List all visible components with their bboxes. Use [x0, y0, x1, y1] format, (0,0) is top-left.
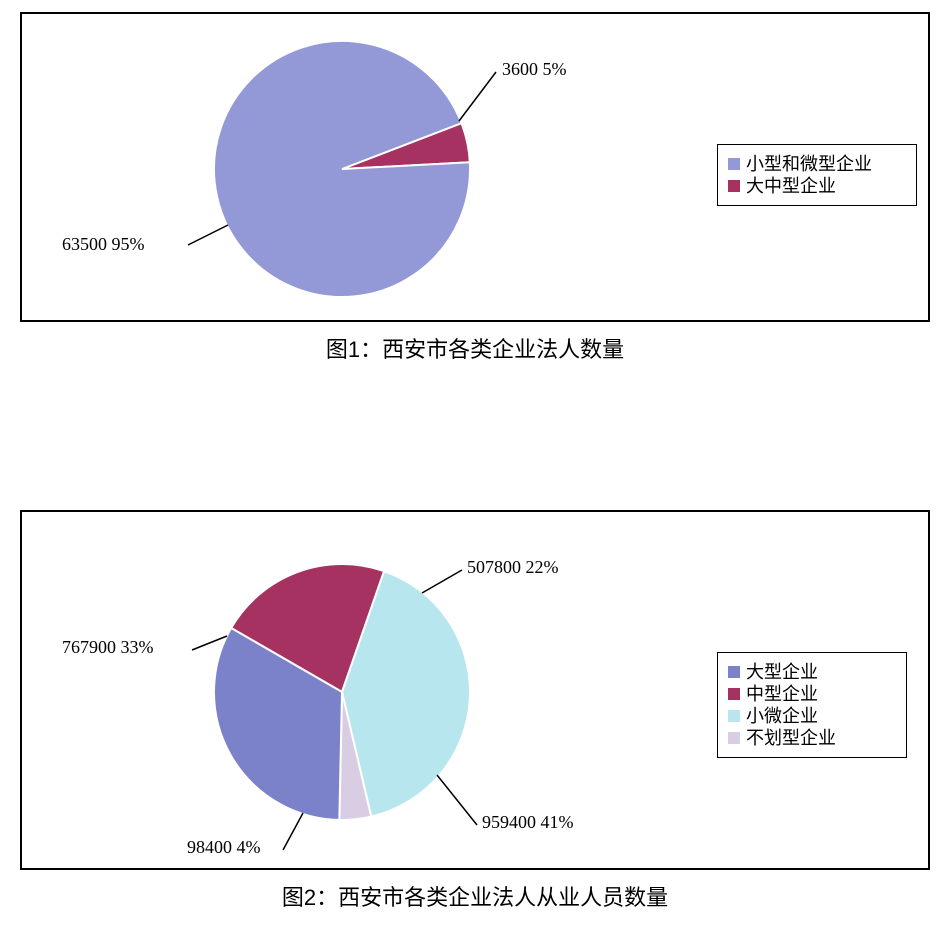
legend-swatch	[728, 666, 740, 678]
legend-label: 大型企业	[746, 661, 818, 683]
pie-slice	[214, 41, 470, 297]
legend-swatch	[728, 710, 740, 722]
legend-swatch	[728, 732, 740, 744]
data-label: 98400 4%	[187, 837, 261, 858]
legend-item: 大型企业	[728, 661, 894, 683]
data-label: 959400 41%	[482, 812, 574, 833]
chart2-panel: 767900 33% 507800 22% 959400 41% 98400 4% 大…	[20, 510, 930, 870]
legend-label: 不划型企业	[746, 727, 836, 749]
legend-item: 中型企业	[728, 683, 894, 705]
chart1-legend: 小型和微型企业大中型企业	[717, 144, 917, 206]
legend-item: 大中型企业	[728, 175, 904, 197]
legend-item: 小微企业	[728, 705, 894, 727]
legend-item: 不划型企业	[728, 727, 894, 749]
data-label: 767900 33%	[62, 637, 154, 658]
chart2-legend: 大型企业中型企业小微企业不划型企业	[717, 652, 907, 758]
legend-label: 小微企业	[746, 705, 818, 727]
chart1-body: 63500 95% 3600 5% 小型和微型企业大中型企业	[22, 14, 928, 320]
legend-swatch	[728, 180, 740, 192]
chart2-body: 767900 33% 507800 22% 959400 41% 98400 4% 大…	[22, 512, 928, 868]
legend-swatch	[728, 158, 740, 170]
page: 63500 95% 3600 5% 小型和微型企业大中型企业 图1：西安市各类企业…	[0, 0, 950, 950]
legend-swatch	[728, 688, 740, 700]
data-label: 507800 22%	[467, 557, 559, 578]
legend-item: 小型和微型企业	[728, 153, 904, 175]
data-label: 3600 5%	[502, 59, 567, 80]
data-label: 63500 95%	[62, 234, 145, 255]
chart2-caption: 图2：西安市各类企业法人从业人员数量	[20, 880, 930, 912]
chart1-panel: 63500 95% 3600 5% 小型和微型企业大中型企业	[20, 12, 930, 322]
legend-label: 小型和微型企业	[746, 153, 872, 175]
legend-label: 中型企业	[746, 683, 818, 705]
legend-label: 大中型企业	[746, 175, 836, 197]
chart1-caption: 图1：西安市各类企业法人数量	[20, 332, 930, 364]
